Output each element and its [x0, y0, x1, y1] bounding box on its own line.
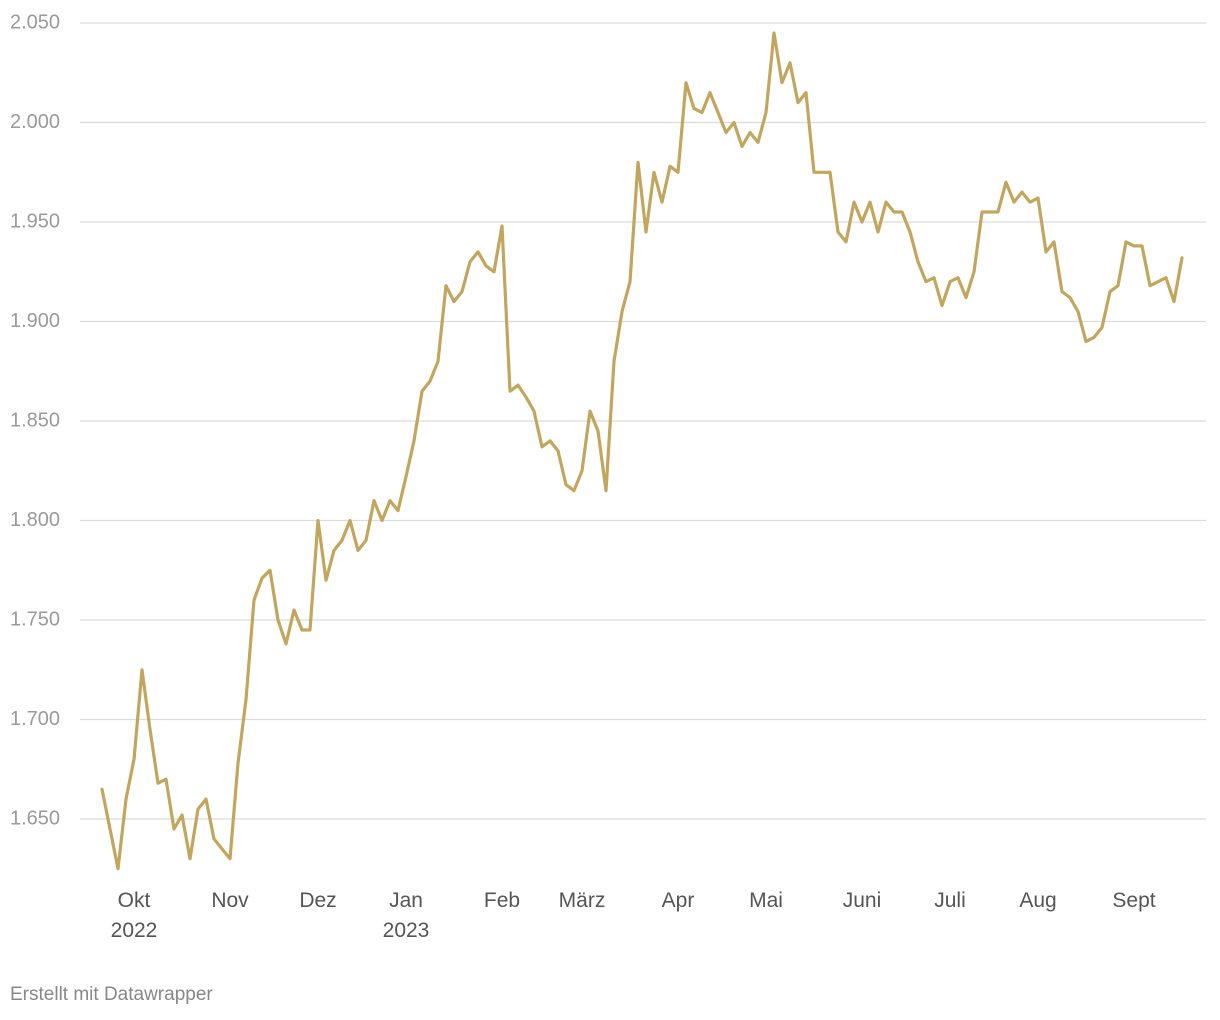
y-tick-label: 2.050 — [10, 11, 60, 33]
y-tick-label: 1.650 — [10, 807, 60, 829]
x-tick-label: Juni — [842, 889, 882, 912]
y-tick-label: 1.750 — [10, 608, 60, 630]
x-tick-label: März — [558, 889, 606, 912]
x-tick-label: Jan 2023 — [382, 889, 430, 942]
y-tick-label: 1.950 — [10, 210, 60, 232]
x-tick-label: Apr — [661, 889, 695, 912]
y-tick-label: 1.850 — [10, 409, 60, 431]
y-tick-label: 1.900 — [10, 310, 60, 332]
x-tick-label: Okt 2022 — [110, 889, 158, 942]
x-tick-label: Sept — [1112, 889, 1156, 912]
x-tick-label: Juli — [934, 889, 966, 912]
y-tick-label: 1.800 — [10, 509, 60, 531]
x-tick-label: Mai — [749, 889, 783, 912]
x-tick-label: Feb — [483, 889, 521, 912]
y-tick-label: 2.000 — [10, 111, 60, 133]
x-tick-label: Dez — [299, 889, 337, 912]
x-tick-label: Aug — [1019, 889, 1057, 912]
footer: Erstellt mit Datawrapper — [10, 984, 213, 1005]
x-tick-label: Nov — [211, 889, 249, 912]
price-line — [100, 31, 1184, 871]
y-tick-label: 1.700 — [10, 708, 60, 730]
plot: 1.650 1.700 1.750 1.800 1.850 1.900 1.950 2.000… — [10, 11, 1206, 871]
